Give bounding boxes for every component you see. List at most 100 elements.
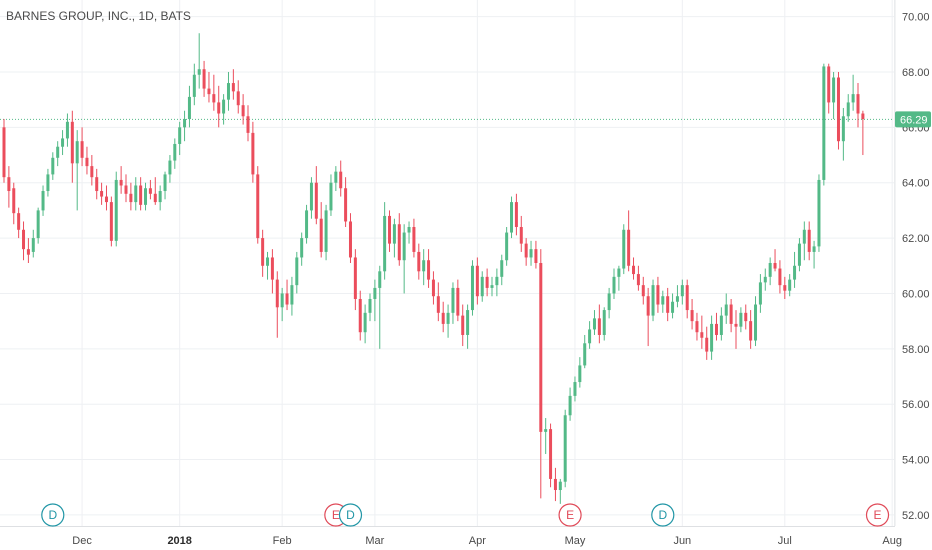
- candle: [754, 296, 758, 347]
- candle-body: [861, 113, 865, 120]
- earnings-marker[interactable]: E: [865, 503, 890, 527]
- candle-body: [397, 224, 401, 261]
- candle: [12, 182, 16, 225]
- candle: [119, 166, 123, 194]
- candle-body: [685, 285, 689, 311]
- candle-body: [524, 243, 528, 258]
- candle-body: [627, 229, 631, 266]
- candle: [31, 229, 35, 258]
- candle: [217, 85, 221, 128]
- candle-body: [763, 276, 767, 283]
- candle-body: [632, 265, 636, 275]
- candle-body: [334, 171, 338, 183]
- candle-body: [797, 243, 801, 266]
- earnings-marker[interactable]: E: [558, 503, 582, 527]
- candle-body: [773, 263, 777, 269]
- candle-body: [846, 102, 850, 117]
- candle: [793, 251, 797, 288]
- candle-body: [705, 337, 709, 352]
- candle: [65, 113, 69, 147]
- candle: [544, 418, 548, 455]
- candle: [251, 121, 255, 183]
- candle-body: [319, 218, 323, 252]
- candle: [334, 166, 338, 192]
- candle-body: [392, 224, 396, 244]
- candle: [153, 177, 157, 205]
- candle: [500, 254, 504, 286]
- candle-body: [26, 249, 30, 255]
- candle: [656, 276, 660, 313]
- price-axis-border: [894, 0, 896, 526]
- candle-body: [666, 296, 670, 313]
- grid-lines: [0, 0, 894, 526]
- candle: [680, 279, 684, 305]
- candle: [568, 387, 572, 421]
- candle-body: [148, 188, 152, 194]
- candle: [446, 304, 450, 338]
- candle: [109, 196, 113, 247]
- event-marker-circle: [558, 503, 582, 527]
- candle-body: [519, 227, 523, 244]
- candle: [451, 282, 455, 324]
- candle: [173, 138, 177, 169]
- candle-body: [802, 229, 806, 244]
- candle-body: [290, 285, 294, 305]
- y-tick-label: 68.00: [902, 67, 930, 79]
- candle: [832, 71, 836, 120]
- candle: [734, 310, 738, 349]
- candle-body: [856, 94, 860, 114]
- candle: [226, 71, 230, 111]
- candle: [183, 110, 187, 142]
- candle: [95, 168, 99, 200]
- candle: [827, 63, 831, 114]
- candle: [607, 287, 611, 319]
- candle: [192, 63, 196, 106]
- candle-body: [680, 285, 684, 297]
- candle: [583, 334, 587, 369]
- candle-body: [300, 238, 304, 258]
- candle: [856, 83, 860, 128]
- candle-body: [461, 315, 465, 335]
- candle: [300, 232, 304, 266]
- candle-body: [207, 88, 211, 95]
- candle-body: [470, 265, 474, 311]
- candle-body: [2, 127, 6, 178]
- x-tick-label: Aug: [882, 535, 902, 547]
- candle-body: [827, 66, 831, 103]
- candle-body: [90, 166, 94, 178]
- dividend-marker[interactable]: D: [651, 503, 675, 527]
- candle: [841, 107, 845, 161]
- candle-body: [314, 182, 318, 219]
- candle-body: [431, 279, 435, 297]
- y-tick-label: 64.00: [902, 178, 930, 190]
- candle: [344, 177, 348, 228]
- candle-body: [139, 185, 143, 205]
- candle-body: [568, 395, 572, 416]
- candle: [470, 260, 474, 316]
- candle: [207, 71, 211, 103]
- candle-body: [729, 304, 733, 324]
- candle-body: [31, 238, 35, 252]
- candle: [627, 210, 631, 272]
- candle-body: [305, 210, 309, 239]
- y-tick-label: 70.00: [902, 12, 930, 24]
- candle: [710, 315, 714, 360]
- dividend-marker[interactable]: D: [41, 503, 65, 527]
- candle-body: [778, 268, 782, 286]
- candle-body: [529, 249, 533, 258]
- candle-body: [104, 196, 108, 203]
- candle-body: [480, 276, 484, 297]
- candle: [202, 60, 206, 97]
- candle: [573, 376, 577, 402]
- candle: [329, 174, 333, 216]
- candle: [456, 279, 460, 322]
- candle-body: [436, 296, 440, 313]
- candle-body: [544, 429, 548, 432]
- candle-body: [417, 251, 421, 272]
- x-tick-label: Mar: [365, 535, 384, 547]
- candle-body: [710, 323, 714, 352]
- dividend-marker[interactable]: D: [338, 503, 363, 527]
- candle-body: [22, 229, 26, 250]
- event-marker-circle: [41, 503, 65, 527]
